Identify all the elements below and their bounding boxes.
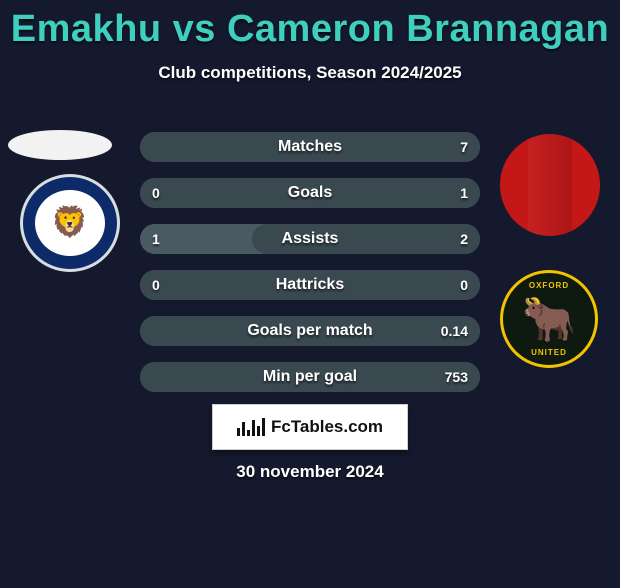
stat-row: 0Hattricks0 xyxy=(140,270,480,300)
brand-text: FcTables.com xyxy=(271,417,383,437)
stat-right-value: 0 xyxy=(460,270,468,300)
title-text: Emakhu vs Cameron Brannagan xyxy=(11,8,609,50)
club-right-badge: OXFORD 🐂 UNITED xyxy=(500,270,598,368)
stat-row: Min per goal753 xyxy=(140,362,480,392)
stat-label: Goals per match xyxy=(140,316,480,346)
stat-right-value: 2 xyxy=(460,224,468,254)
stat-label: Hattricks xyxy=(140,270,480,300)
stat-label: Goals xyxy=(140,178,480,208)
page-title: Emakhu vs Cameron Brannagan xyxy=(0,8,620,51)
stat-row: 0Goals1 xyxy=(140,178,480,208)
club-left-badge: 🦁 xyxy=(20,174,120,272)
stat-label: Assists xyxy=(140,224,480,254)
stat-right-value: 0.14 xyxy=(441,316,468,346)
club-right-top-text: OXFORD xyxy=(529,281,569,290)
subtitle: Club competitions, Season 2024/2025 xyxy=(0,63,620,83)
stat-right-value: 7 xyxy=(460,132,468,162)
lion-icon: 🦁 xyxy=(51,205,88,240)
stat-right-value: 1 xyxy=(460,178,468,208)
brand-box: FcTables.com xyxy=(212,404,408,450)
stat-row: 1Assists2 xyxy=(140,224,480,254)
date-text: 30 november 2024 xyxy=(0,462,620,482)
bull-icon: 🐂 xyxy=(522,293,577,345)
stat-row: Goals per match0.14 xyxy=(140,316,480,346)
club-left-inner: 🦁 xyxy=(35,190,105,256)
chart-icon xyxy=(237,418,265,436)
stat-label: Min per goal xyxy=(140,362,480,392)
stat-label: Matches xyxy=(140,132,480,162)
stat-row: Matches7 xyxy=(140,132,480,162)
stats-container: Matches70Goals11Assists20Hattricks0Goals… xyxy=(140,132,480,408)
player-left-avatar xyxy=(8,130,112,160)
club-right-bottom-text: UNITED xyxy=(531,348,567,357)
stat-right-value: 753 xyxy=(445,362,468,392)
player-right-avatar xyxy=(500,134,600,236)
